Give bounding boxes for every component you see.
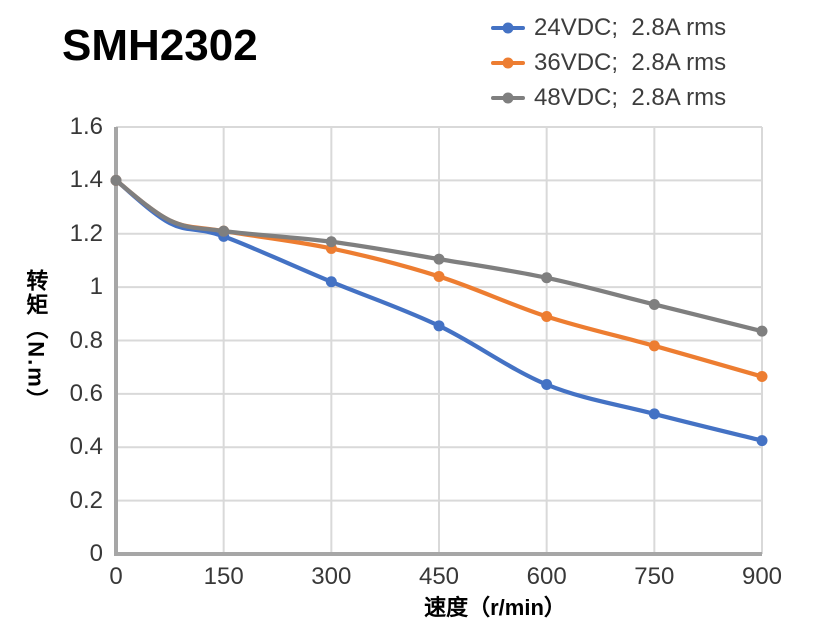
data-point-48VDC xyxy=(325,236,337,248)
y-tick-label: 0.4 xyxy=(69,433,103,461)
data-point-24VDC xyxy=(648,408,660,420)
x-tick-label: 750 xyxy=(634,563,675,590)
y-axis-title: 转矩（N.m） xyxy=(23,269,49,413)
chart-title: SMH2302 xyxy=(62,21,258,70)
data-point-36VDC xyxy=(433,270,445,282)
y-tick-label: 0.2 xyxy=(69,486,103,514)
data-point-24VDC xyxy=(433,320,445,332)
legend: 24VDC; 2.8A rms 36VDC; 2.8A rms 48VDC; 2… xyxy=(491,10,726,115)
data-point-36VDC xyxy=(541,310,553,322)
legend-dot-swatch xyxy=(502,92,514,103)
data-point-24VDC xyxy=(325,276,337,288)
data-point-48VDC xyxy=(756,325,768,337)
x-tick-label: 450 xyxy=(418,563,460,590)
legend-item: 24VDC; 2.8A rms xyxy=(491,10,726,45)
data-point-48VDC xyxy=(433,253,445,265)
legend-marker-line-dot-icon xyxy=(491,57,525,69)
x-tick-label: 0 xyxy=(109,563,123,590)
data-point-36VDC xyxy=(756,371,768,383)
legend-label: 48VDC; 2.8A rms xyxy=(534,83,727,111)
x-tick-label: 150 xyxy=(203,563,244,590)
y-tick-label: 0 xyxy=(89,540,103,567)
x-axis-title: 速度（r/min） xyxy=(424,595,566,620)
y-tick-label: 1.6 xyxy=(69,113,103,140)
legend-marker-line-dot-icon xyxy=(491,22,525,34)
legend-dot-swatch xyxy=(502,57,514,68)
data-point-48VDC xyxy=(648,298,660,310)
legend-item: 48VDC; 2.8A rms xyxy=(491,80,726,115)
data-point-48VDC xyxy=(541,272,553,284)
legend-label: 36VDC; 2.8A rms xyxy=(534,48,727,76)
x-tick-label: 900 xyxy=(741,563,783,590)
x-tick-label: 600 xyxy=(526,563,567,590)
legend-label: 24VDC; 2.8A rms xyxy=(534,13,727,41)
y-tick-label: 1 xyxy=(89,273,103,301)
x-tick-label: 300 xyxy=(311,563,352,590)
legend-item: 36VDC; 2.8A rms xyxy=(491,45,726,80)
data-point-48VDC xyxy=(218,225,230,237)
legend-marker-line-dot-icon xyxy=(491,92,525,104)
data-point-24VDC xyxy=(756,435,768,447)
y-tick-label: 0.8 xyxy=(69,326,103,354)
y-tick-label: 0.6 xyxy=(69,379,103,407)
data-point-36VDC xyxy=(648,340,660,352)
y-tick-label: 1.4 xyxy=(69,166,103,194)
y-tick-label: 1.2 xyxy=(69,219,103,247)
data-point-48VDC xyxy=(110,174,122,186)
data-point-24VDC xyxy=(541,379,553,391)
legend-dot-swatch xyxy=(502,22,514,33)
